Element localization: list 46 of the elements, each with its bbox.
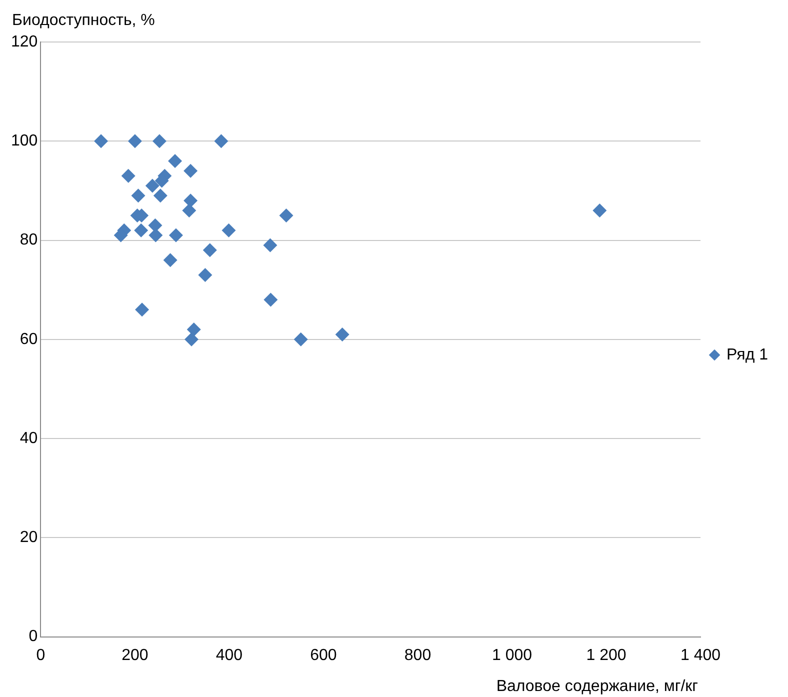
point [335, 327, 350, 342]
x-tick-label: 1 200 [586, 646, 626, 664]
y-axis-title: Биодоступность, % [12, 12, 155, 30]
y-tick-label: 60 [20, 330, 38, 348]
point [184, 194, 198, 208]
point [152, 134, 166, 148]
point [131, 188, 146, 203]
y-tick-label: 20 [20, 529, 38, 546]
point [264, 292, 278, 307]
point [279, 208, 294, 222]
point [168, 154, 182, 168]
point [294, 332, 308, 346]
x-tick-label: 1 000 [492, 646, 532, 664]
point [163, 253, 178, 268]
point [145, 178, 160, 193]
x-tick-label: 200 [122, 646, 148, 664]
point [202, 243, 217, 258]
x-tick-label: 800 [404, 646, 432, 664]
point [263, 238, 278, 252]
x-tick-label: 600 [310, 646, 337, 664]
y-tick-label: 80 [20, 232, 38, 249]
legend-label: Ряд 1 [726, 346, 768, 364]
point [198, 268, 212, 282]
point [94, 134, 108, 148]
point [222, 223, 236, 238]
point [148, 218, 162, 232]
point [148, 228, 163, 242]
point [153, 188, 168, 203]
x-tick-label: 1 400 [680, 646, 721, 664]
point [182, 204, 196, 218]
y-tick-label: 120 [10, 33, 38, 50]
point [168, 228, 183, 242]
point [592, 204, 607, 218]
point [134, 223, 148, 238]
point [121, 168, 136, 183]
point [184, 332, 199, 346]
x-axis-title: Валовое содержание, мг/кг [496, 678, 698, 696]
point [184, 164, 198, 178]
x-tick-label: 400 [216, 646, 243, 664]
y-tick-label: 100 [10, 132, 38, 150]
y-tick-label: 40 [20, 430, 38, 447]
y-tick-label: 0 [28, 628, 38, 646]
point [186, 322, 201, 336]
point [135, 302, 150, 317]
point [128, 134, 142, 148]
point [214, 134, 228, 148]
